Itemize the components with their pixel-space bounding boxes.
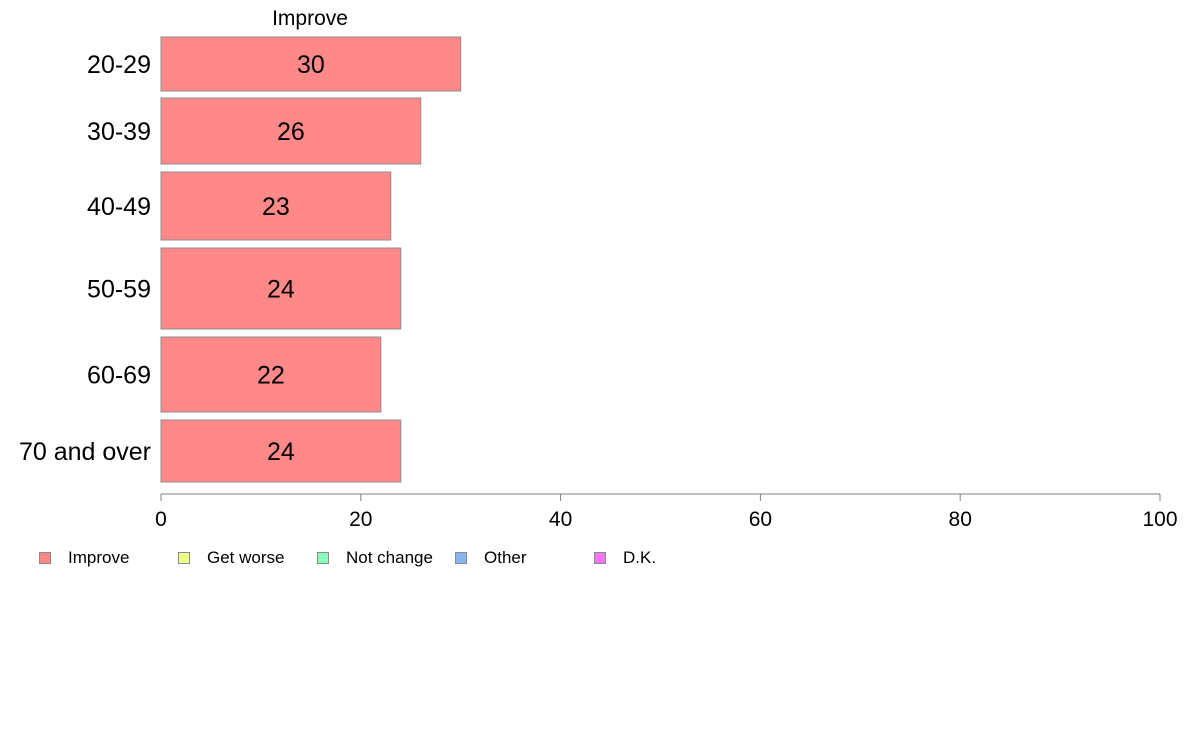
bar-60-69	[160, 336, 382, 413]
category-label: 50-59	[87, 276, 151, 304]
category-label: 20-29	[87, 51, 151, 79]
bar-value-label: 26	[277, 118, 305, 146]
legend-label: Get worse	[207, 548, 285, 567]
legend-label: Other	[484, 548, 527, 567]
category-label: 70 and over	[19, 438, 151, 466]
legend-swatch	[178, 552, 190, 564]
category-label: 60-69	[87, 362, 151, 390]
bar-value-label: 23	[262, 193, 290, 221]
x-tick-label: 40	[549, 508, 572, 531]
x-tick-label: 0	[155, 508, 167, 531]
legend-swatch	[317, 552, 329, 564]
legend-item: Other	[455, 547, 527, 569]
category-labels-group: 20-29 30-39 40-49 50-59 60-69 70 and over	[19, 51, 151, 466]
legend-label: Improve	[68, 548, 130, 567]
legend-swatch	[455, 552, 467, 564]
bar-70-and-over	[160, 419, 402, 483]
bar-20-29	[160, 36, 462, 92]
bar-value-label: 22	[257, 362, 285, 390]
bar-30-39	[160, 97, 422, 165]
x-tick-label: 100	[1142, 508, 1177, 531]
series-header: Improve	[272, 7, 348, 30]
x-tick-label: 80	[949, 508, 972, 531]
chart: Improve 30 26 23 24 22 24 20-29 30-39 40-49 50-5…	[19, 7, 1178, 531]
legend: Improve Get worse Not change Other D.K.	[0, 547, 1188, 569]
x-tick-label: 20	[349, 508, 372, 531]
bar-50-59	[160, 247, 402, 330]
category-label: 30-39	[87, 118, 151, 146]
category-label: 40-49	[87, 193, 151, 221]
bar-value-label: 24	[267, 276, 295, 304]
legend-swatch	[39, 552, 51, 564]
bar-value-label: 24	[267, 438, 295, 466]
legend-label: D.K.	[623, 548, 657, 567]
legend-item: Improve	[39, 547, 129, 569]
legend-item: Not change	[317, 547, 433, 569]
legend-label: Not change	[346, 548, 433, 567]
bar-value-label: 30	[297, 51, 325, 79]
x-axis: 0 20 40 60 80 100	[155, 493, 1178, 531]
legend-swatch	[594, 552, 606, 564]
bars-group: 30 26 23 24 22 24	[160, 36, 462, 483]
x-tick-label: 60	[749, 508, 772, 531]
legend-item: Get worse	[178, 547, 284, 569]
legend-item: D.K.	[594, 547, 656, 569]
bar-40-49	[160, 171, 392, 241]
